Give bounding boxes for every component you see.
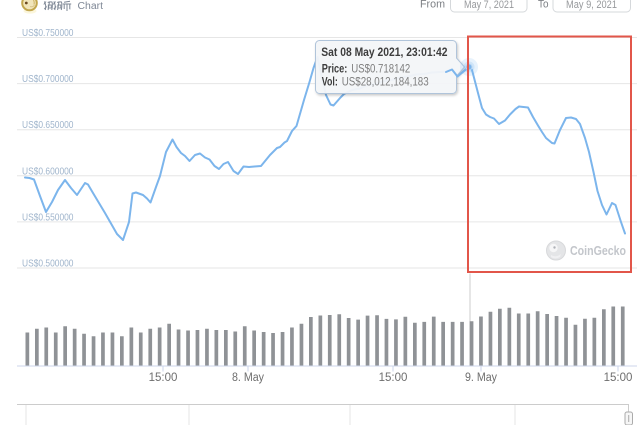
svg-text:US$0.700000: US$0.700000: [22, 73, 74, 85]
svg-text:May 7, 2021: May 7, 2021: [464, 0, 514, 11]
svg-text:CoinGecko: CoinGecko: [570, 244, 626, 258]
svg-text:May 9, 2021: May 9, 2021: [566, 0, 617, 11]
svg-text:US$0.750000: US$0.750000: [22, 27, 74, 39]
svg-text:US$0.650000: US$0.650000: [22, 119, 74, 131]
svg-text:Price:: Price:: [322, 62, 348, 76]
svg-text:9. May: 9. May: [465, 372, 497, 384]
svg-text:US$0.550000: US$0.550000: [22, 211, 74, 223]
svg-text:US$0.500000: US$0.500000: [22, 258, 74, 270]
svg-text:15:00: 15:00: [604, 372, 633, 384]
svg-text:US$0.600000: US$0.600000: [22, 165, 74, 177]
svg-text:Chart: Chart: [78, 1, 104, 12]
svg-text:15:00: 15:00: [149, 372, 178, 384]
svg-text:8. May: 8. May: [232, 372, 264, 384]
svg-text:US$28,012,184,183: US$28,012,184,183: [342, 74, 429, 88]
svg-text:Vol:: Vol:: [322, 74, 338, 88]
svg-text:From: From: [420, 0, 445, 11]
svg-text:15:00: 15:00: [379, 372, 408, 384]
svg-text:To: To: [538, 0, 549, 11]
svg-text:US$0.718142: US$0.718142: [351, 62, 410, 76]
svg-text:Sat 08 May 2021, 23:01:42: Sat 08 May 2021, 23:01:42: [321, 45, 447, 59]
